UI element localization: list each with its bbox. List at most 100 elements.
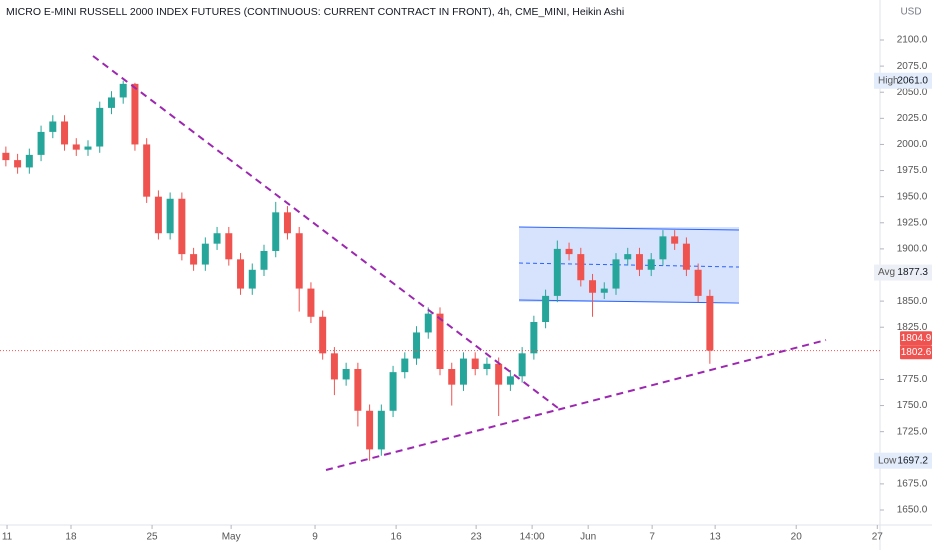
candle-body (37, 131, 45, 155)
candle-body (518, 353, 526, 377)
x-tick-label: 9 (312, 532, 318, 543)
marker-name: Low (878, 455, 897, 466)
candle-body (659, 236, 667, 260)
candle-body (49, 121, 57, 132)
candle-body (283, 212, 291, 234)
candle-body (61, 121, 69, 145)
x-tick-label: 13 (710, 532, 722, 543)
y-tick-label: 1925.0 (897, 217, 928, 228)
candle-body (260, 250, 268, 270)
candle-body (330, 353, 338, 380)
candle-body (319, 316, 327, 354)
candle-body (635, 254, 643, 270)
trend-line (92, 55, 559, 409)
candle-body (201, 243, 209, 265)
y-tick-label: 1825.0 (897, 322, 928, 333)
marker-name: High (878, 75, 899, 86)
candle-body (96, 107, 104, 147)
candle-body (248, 269, 256, 289)
y-tick-label: 1675.0 (897, 479, 928, 490)
y-tick-label: 1950.0 (897, 191, 928, 202)
x-tick-label: 11 (2, 532, 13, 543)
candle-body (14, 160, 22, 168)
candle-body (307, 288, 315, 317)
candle-body (119, 83, 127, 98)
candle-body (178, 198, 186, 255)
marker-label: 1697.2 (897, 455, 928, 466)
x-tick-label: 7 (649, 532, 655, 543)
axes: 1650.0 1675.0 1725.0 1750.0 1775.0 1825.0 1850… (2, 35, 932, 543)
marker-box (874, 264, 932, 281)
y-tick-label: 1975.0 (897, 165, 928, 176)
trend-lines (92, 55, 827, 471)
candle-body (647, 259, 655, 270)
candle-body (342, 369, 350, 380)
candle-body (682, 243, 690, 270)
y-tick-label: 1650.0 (897, 505, 928, 516)
candle-body (131, 83, 139, 145)
price-label-box (900, 345, 932, 360)
candle-body (354, 369, 362, 411)
range-bottom (518, 299, 740, 304)
candle-body (471, 358, 479, 369)
y-tick-label: 1725.0 (897, 426, 928, 437)
x-tick-label: 18 (65, 532, 77, 543)
x-tick-label: May (222, 532, 241, 543)
candle-body (25, 154, 33, 168)
candle-body (424, 313, 432, 333)
marker-box (874, 452, 932, 469)
marker-box (874, 72, 932, 89)
x-tick-label: 20 (791, 532, 803, 543)
price-label-box (900, 331, 932, 346)
x-tick-label: 27 (872, 532, 884, 543)
candle-body (459, 358, 467, 385)
candle-body (553, 248, 561, 296)
candle-body (694, 269, 702, 296)
y-tick-label: 1900.0 (897, 244, 928, 255)
candle-body (624, 254, 632, 260)
x-tick-label: Jun (580, 532, 596, 543)
candle-body (72, 144, 80, 150)
candle-body (143, 144, 151, 197)
candle-body (225, 233, 233, 260)
candle-body (612, 259, 620, 289)
candle-body (377, 410, 385, 450)
candle-body (213, 233, 221, 244)
currency: USD (900, 7, 921, 18)
x-tick-label: 23 (471, 532, 483, 543)
candle-body (389, 372, 397, 411)
x-tick-label: 14:00 (520, 532, 545, 543)
y-tick-label: 2025.0 (897, 113, 928, 124)
marker-label: 1877.3 (897, 267, 928, 278)
candle-body (542, 295, 550, 322)
candle-body (272, 212, 280, 251)
candle-body (2, 152, 10, 161)
y-tick-label: 2050.0 (897, 87, 928, 98)
candle-body (448, 369, 456, 385)
y-tick-label: 2075.0 (897, 61, 928, 72)
candle-body (436, 313, 444, 369)
candle-body (565, 248, 573, 255)
candle-body (671, 236, 679, 244)
candle-body (577, 254, 585, 281)
x-tick-label: 16 (391, 532, 403, 543)
price-label: 1802.6 (901, 347, 932, 358)
candle-body (495, 363, 503, 385)
marker-label: 2061.0 (897, 75, 928, 86)
candle-body (154, 196, 162, 234)
candle-body (706, 295, 714, 351)
range-top (518, 226, 740, 231)
candle-body (413, 332, 421, 359)
trend-line (325, 339, 827, 471)
candle-body (530, 322, 538, 354)
candle-body (84, 146, 92, 150)
y-tick-label: 1850.0 (897, 296, 928, 307)
price-label: 1804.9 (901, 333, 932, 344)
candle-body (166, 198, 174, 234)
candle-body (107, 97, 115, 108)
candle-body (190, 254, 198, 265)
x-tick-label: 25 (147, 532, 159, 543)
candle-body (589, 280, 597, 293)
